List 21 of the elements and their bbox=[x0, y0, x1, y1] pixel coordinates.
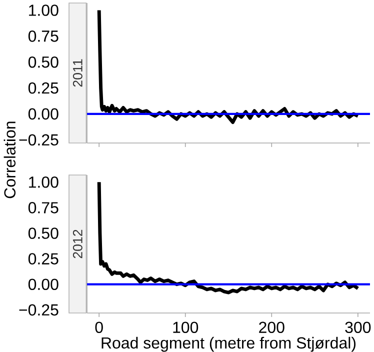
text: 2011 bbox=[72, 59, 82, 87]
x-axis-title: Road segment (metre from Stjørdal) bbox=[102, 336, 356, 352]
y-tick-label: 0.00 bbox=[28, 108, 58, 120]
x-tick-label: 100 bbox=[173, 322, 198, 334]
y-tick-label: −0.25 bbox=[19, 304, 58, 316]
y-tick-label: 0.25 bbox=[28, 253, 58, 264]
y-tick-label: 1.00 bbox=[29, 176, 58, 188]
y-tick-label: −0.25 bbox=[19, 134, 58, 146]
y-tick-label: 0.75 bbox=[28, 30, 58, 42]
y-tick-label: 0.75 bbox=[28, 202, 58, 214]
x-tick-label: 200 bbox=[259, 322, 284, 334]
y-tick-label: 1.00 bbox=[29, 4, 58, 16]
y-axis-title: Correlation bbox=[4, 122, 16, 198]
y-tick-label: 0.50 bbox=[28, 228, 58, 239]
x-tick-label: 300 bbox=[345, 322, 371, 334]
y-tick-label: 0.25 bbox=[28, 82, 58, 94]
y-tick-label: 0.50 bbox=[28, 56, 58, 68]
y-tick-label: 0.00 bbox=[28, 278, 58, 290]
text: 2012 bbox=[72, 230, 82, 258]
x-tick-label: 0 bbox=[95, 322, 103, 334]
line-series bbox=[97, 180, 360, 294]
